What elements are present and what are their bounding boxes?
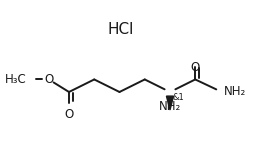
Text: O: O bbox=[64, 108, 74, 121]
Text: &1: &1 bbox=[172, 93, 184, 102]
Text: HCl: HCl bbox=[107, 22, 134, 37]
Text: NH₂: NH₂ bbox=[159, 100, 181, 113]
Text: O: O bbox=[191, 61, 200, 74]
Text: O: O bbox=[44, 73, 53, 86]
Text: NH₂: NH₂ bbox=[224, 86, 246, 99]
Polygon shape bbox=[167, 96, 174, 110]
Text: H₃C: H₃C bbox=[5, 73, 26, 86]
